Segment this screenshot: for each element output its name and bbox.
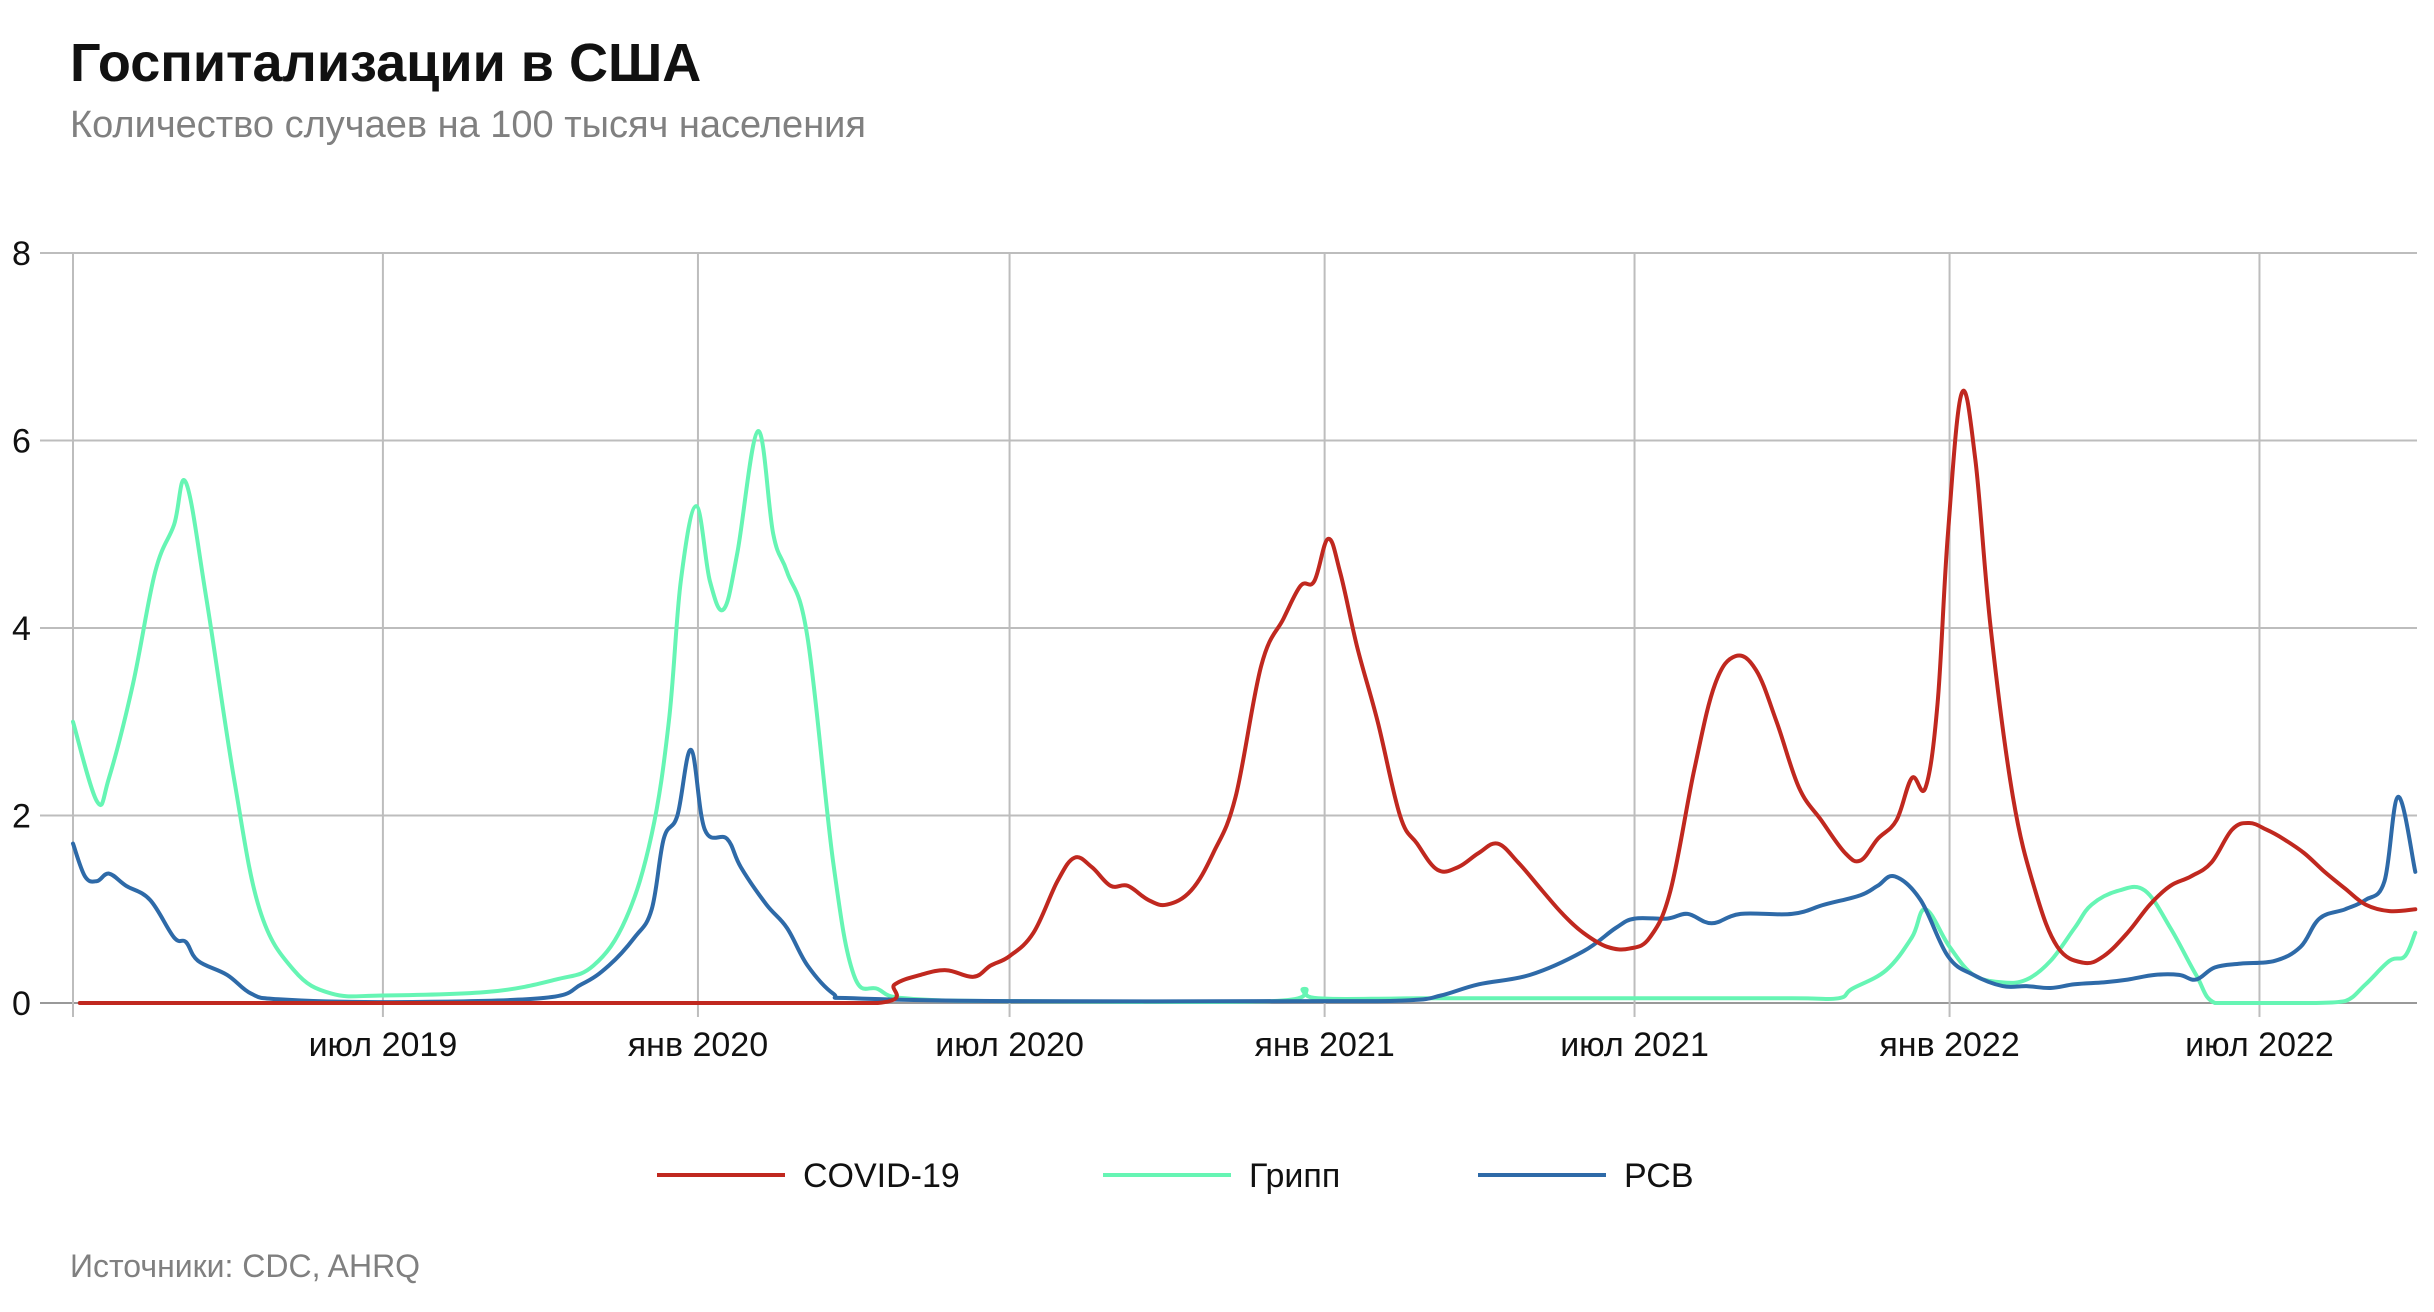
y-tick-label: 8	[12, 235, 31, 273]
x-axis-ticks: июл 2019 янв 2020 июл 2020 янв 2021 июл 2021…	[309, 1026, 2334, 1064]
page-title: Госпитализации в США	[70, 33, 702, 93]
y-tick-label: 0	[12, 985, 31, 1023]
series-line-2	[71, 747, 2418, 1005]
x-tick-label: июл 2019	[309, 1026, 458, 1064]
x-tick-label: янв 2020	[628, 1026, 768, 1064]
y-axis-ticks: 0 2 4 6 8	[12, 235, 31, 1023]
series-line-0	[77, 389, 2418, 1006]
y-tick-label: 6	[12, 423, 31, 461]
page-subtitle: Количество случаев на 100 тысяч населени…	[70, 104, 866, 146]
legend: COVID-19 Грипп РСВ	[657, 1157, 1694, 1195]
grid-lines	[40, 252, 2417, 1017]
x-tick-label: июл 2021	[1560, 1026, 1709, 1064]
legend-label: Грипп	[1249, 1157, 1340, 1195]
source-note: Источники: CDC, AHRQ	[70, 1248, 421, 1284]
x-tick-label: янв 2021	[1254, 1026, 1394, 1064]
series-line-1	[71, 429, 2418, 1005]
x-tick-label: янв 2022	[1879, 1026, 2019, 1064]
series-lines	[71, 389, 2418, 1006]
x-tick-label: июл 2020	[935, 1026, 1084, 1064]
y-tick-label: 2	[12, 798, 31, 836]
legend-label: РСВ	[1624, 1157, 1694, 1195]
x-tick-label: июл 2022	[2185, 1026, 2334, 1064]
legend-label: COVID-19	[803, 1157, 960, 1195]
y-tick-label: 4	[12, 610, 31, 648]
